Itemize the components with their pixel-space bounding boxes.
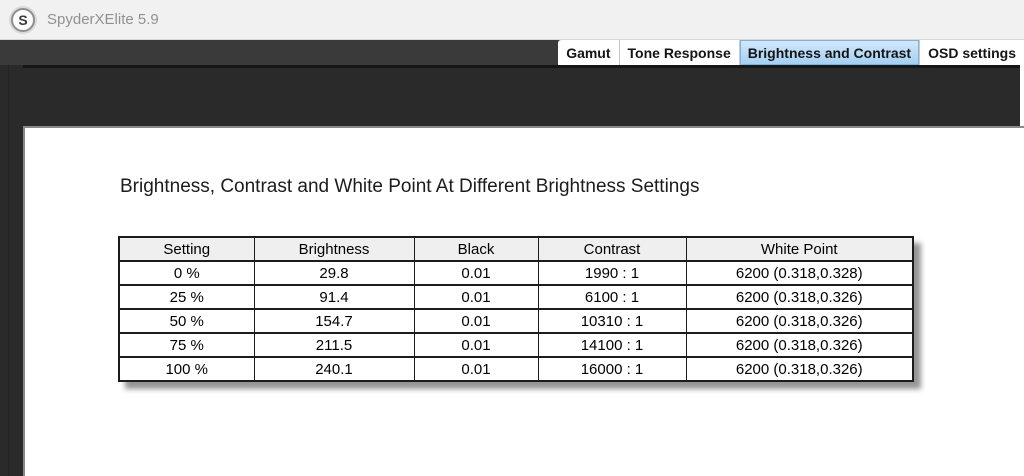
table-cell: 25 % <box>118 284 255 310</box>
table-cell: 154.7 <box>253 308 415 334</box>
table-cell: 6200 (0.318,0.328) <box>685 260 914 286</box>
table-header-cell: White Point <box>685 236 914 262</box>
window-title: SpyderXElite 5.9 <box>47 11 159 28</box>
table-header-cell: Brightness <box>253 236 415 262</box>
table-header-cell: Contrast <box>537 236 687 262</box>
table-cell: 0.01 <box>413 284 539 310</box>
table-body: 0 % 29.8 0.01 1990 : 1 6200 (0.318,0.328) 25 … <box>118 260 914 382</box>
page-title: Brightness, Contrast and White Point At … <box>120 176 700 197</box>
app-logo-icon: S <box>11 7 35 32</box>
tab-bar: Gamut Tone Response Brightness and Contras… <box>558 40 1024 65</box>
tab-brightness-and-contrast[interactable]: Brightness and Contrast <box>739 40 921 65</box>
table-cell: 6200 (0.318,0.326) <box>685 284 914 310</box>
table-cell: 50 % <box>118 308 255 334</box>
table-cell: 0.01 <box>413 260 539 286</box>
table-row: 0 % 29.8 0.01 1990 : 1 6200 (0.318,0.328) <box>118 260 914 286</box>
table-cell: 100 % <box>118 356 255 382</box>
table-cell: 91.4 <box>253 284 415 310</box>
tab-gamut[interactable]: Gamut <box>558 40 620 65</box>
dark-band <box>0 65 1020 126</box>
table-row: 100 % 240.1 0.01 16000 : 1 6200 (0.318,0.326… <box>118 356 914 382</box>
table-header: Setting Brightness Black Contrast White Poin… <box>118 236 914 262</box>
table-cell: 29.8 <box>253 260 415 286</box>
table-cell: 14100 : 1 <box>537 332 687 358</box>
table-cell: 0.01 <box>413 308 539 334</box>
table-cell: 211.5 <box>253 332 415 358</box>
left-frame-strip <box>0 65 23 476</box>
table-cell: 0 % <box>118 260 255 286</box>
table-cell: 1990 : 1 <box>537 260 687 286</box>
table-cell: 0.01 <box>413 356 539 382</box>
right-edge-sliver <box>1020 65 1024 126</box>
table-cell: 6200 (0.318,0.326) <box>685 308 914 334</box>
table-cell: 6200 (0.318,0.326) <box>685 332 914 358</box>
table-cell: 75 % <box>118 332 255 358</box>
table-header-cell: Setting <box>118 236 255 262</box>
table-cell: 0.01 <box>413 332 539 358</box>
table-row: 75 % 211.5 0.01 14100 : 1 6200 (0.318,0.326) <box>118 332 914 358</box>
table-cell: 6200 (0.318,0.326) <box>685 356 914 382</box>
results-table: Setting Brightness Black Contrast White Poin… <box>118 236 914 382</box>
content-panel: Brightness, Contrast and White Point At … <box>23 126 1024 476</box>
tab-osd-settings[interactable]: OSD settings <box>928 44 1016 61</box>
table-row: 50 % 154.7 0.01 10310 : 1 6200 (0.318,0.326) <box>118 308 914 334</box>
table-header-cell: Black <box>413 236 539 262</box>
left-frame-divider <box>8 65 9 476</box>
table-row: 25 % 91.4 0.01 6100 : 1 6200 (0.318,0.326) <box>118 284 914 310</box>
table-cell: 16000 : 1 <box>537 356 687 382</box>
table-header-row: Setting Brightness Black Contrast White Poin… <box>118 236 914 262</box>
table-cell: 6100 : 1 <box>537 284 687 310</box>
tab-tone-response[interactable]: Tone Response <box>620 40 740 65</box>
title-bar: S SpyderXElite 5.9 <box>0 0 1024 40</box>
table-cell: 240.1 <box>253 356 415 382</box>
table-cell: 10310 : 1 <box>537 308 687 334</box>
